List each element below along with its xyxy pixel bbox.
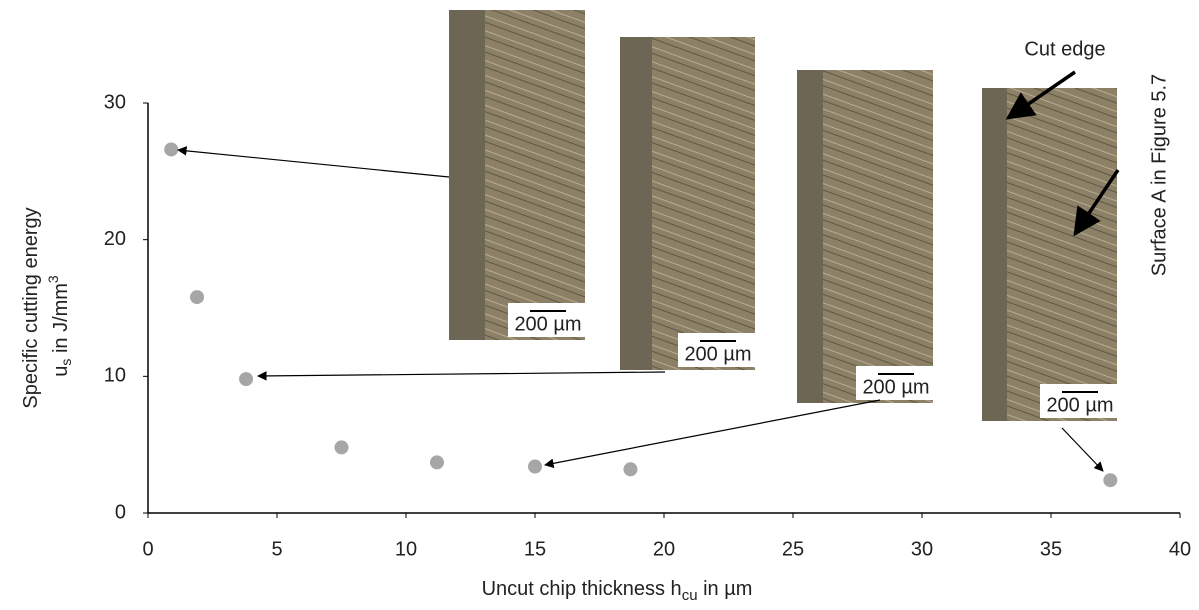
point	[164, 142, 178, 156]
y-title-part: Specific cutting energy	[20, 207, 42, 408]
x-tick-label: 0	[142, 538, 153, 560]
x-tick-label: 25	[782, 538, 804, 560]
point	[335, 440, 349, 454]
x-tick-label: 30	[911, 538, 933, 560]
y-axis-title: Specific cutting energy us in J/mm3	[20, 207, 73, 408]
arrow	[178, 150, 449, 177]
y-tick-label: 30	[104, 91, 126, 113]
x-tick-label: 15	[524, 538, 546, 560]
annotation: Cut edge	[1024, 38, 1105, 60]
x-tick-label: 5	[271, 538, 282, 560]
cut-edge	[620, 37, 652, 370]
x-tick-label: 10	[395, 538, 417, 560]
point	[623, 462, 637, 476]
y-tick-label: 20	[104, 228, 126, 250]
y-tick-label: 0	[115, 501, 126, 523]
insets: 200 µm 200 µm 200 µm 200 µm	[449, 10, 1120, 421]
scale-label: 200 µm	[862, 376, 929, 398]
arrow	[1062, 428, 1103, 471]
point	[528, 460, 542, 474]
x-axis-title: Uncut chip thickness hcu in µm	[482, 578, 753, 604]
x-tick-label: 40	[1169, 538, 1191, 560]
y-tick-label: 10	[104, 365, 126, 387]
y-title-part: u	[50, 366, 72, 377]
point	[430, 455, 444, 469]
point	[239, 372, 253, 386]
point	[190, 290, 204, 304]
scale-label: 200 µm	[514, 313, 581, 335]
x-title-sub: cu	[682, 587, 698, 604]
x-tick-label: 35	[1040, 538, 1062, 560]
y-title-sub: s	[58, 359, 74, 366]
arrow	[258, 372, 665, 376]
annotation: Surface A in Figure 5.7	[1148, 74, 1170, 276]
x-title-part: in µm	[698, 578, 753, 600]
cut-edge	[797, 70, 823, 403]
scale-label: 200 µm	[684, 343, 751, 365]
x-title-part: Uncut chip thickness h	[482, 578, 682, 600]
scale-label: 200 µm	[1046, 394, 1113, 416]
x-tick-label: 20	[653, 538, 675, 560]
y-title-sup: 3	[45, 275, 61, 283]
cut-edge	[449, 10, 485, 340]
chart: 200 µm 200 µm 200 µm 200 µm Cut edge Surfac…	[0, 0, 1199, 610]
point	[1103, 473, 1117, 487]
arrow	[545, 400, 880, 465]
cut-edge	[982, 88, 1007, 421]
y-title-part: in J/mm	[50, 283, 72, 359]
